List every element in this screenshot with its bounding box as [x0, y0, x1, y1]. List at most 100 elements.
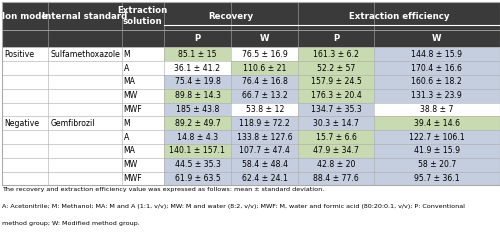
Text: 185 ± 43.8: 185 ± 43.8 [176, 105, 219, 114]
Bar [374, 130, 500, 144]
Text: P: P [333, 34, 340, 43]
Text: MWF: MWF [124, 174, 142, 183]
Bar [298, 144, 374, 158]
Bar [2, 144, 500, 158]
Bar [164, 144, 231, 158]
Text: 107.7 ± 47.4: 107.7 ± 47.4 [240, 146, 290, 155]
Text: method group; W: Modified method group.: method group; W: Modified method group. [2, 221, 140, 226]
Bar [231, 130, 298, 144]
Text: 58 ± 20.7: 58 ± 20.7 [418, 160, 456, 169]
Bar [231, 172, 298, 185]
Text: 76.4 ± 16.8: 76.4 ± 16.8 [242, 77, 288, 87]
Text: 58.4 ± 48.4: 58.4 ± 48.4 [242, 160, 288, 169]
Text: 47.9 ± 34.7: 47.9 ± 34.7 [313, 146, 359, 155]
Bar [164, 172, 231, 185]
Bar [2, 116, 500, 130]
Text: Ion mode: Ion mode [2, 12, 48, 21]
Bar [2, 172, 500, 185]
Text: 160.6 ± 18.2: 160.6 ± 18.2 [412, 77, 462, 87]
Text: MWF: MWF [124, 105, 142, 114]
Bar [298, 130, 374, 144]
Bar [374, 61, 500, 75]
Bar [374, 89, 500, 103]
Bar [2, 103, 500, 116]
Bar [164, 158, 231, 172]
Text: 88.4 ± 77.6: 88.4 ± 77.6 [314, 174, 359, 183]
Bar [374, 116, 500, 130]
Text: Extraction efficiency: Extraction efficiency [348, 12, 449, 21]
Bar [231, 89, 298, 103]
Text: 157.9 ± 24.5: 157.9 ± 24.5 [311, 77, 362, 87]
Bar [231, 75, 298, 89]
Bar [231, 61, 298, 75]
Bar [298, 172, 374, 185]
Bar [231, 144, 298, 158]
Text: 61.9 ± 63.5: 61.9 ± 63.5 [174, 174, 220, 183]
Text: 53.8 ± 12: 53.8 ± 12 [246, 105, 284, 114]
Text: 85.1 ± 15: 85.1 ± 15 [178, 50, 216, 59]
Text: 89.8 ± 14.3: 89.8 ± 14.3 [174, 91, 220, 100]
Text: 140.1 ± 157.1: 140.1 ± 157.1 [170, 146, 226, 155]
Text: 176.3 ± 20.4: 176.3 ± 20.4 [311, 91, 362, 100]
Text: 39.4 ± 14.6: 39.4 ± 14.6 [414, 119, 460, 128]
Bar [374, 47, 500, 61]
Bar [298, 47, 374, 61]
Bar [164, 130, 231, 144]
Text: 110.6 ± 21: 110.6 ± 21 [243, 64, 286, 73]
Bar [298, 61, 374, 75]
Bar [164, 75, 231, 89]
Text: 66.7 ± 13.2: 66.7 ± 13.2 [242, 91, 288, 100]
Text: 42.8 ± 20: 42.8 ± 20 [317, 160, 356, 169]
Text: M: M [124, 50, 130, 59]
Bar [2, 47, 500, 61]
Text: 122.7 ± 106.1: 122.7 ± 106.1 [409, 133, 465, 141]
Text: 170.4 ± 16.6: 170.4 ± 16.6 [412, 64, 462, 73]
Text: Sulfamethoxazole: Sulfamethoxazole [50, 50, 120, 59]
Text: 15.7 ± 6.6: 15.7 ± 6.6 [316, 133, 356, 141]
Text: 38.8 ± 7: 38.8 ± 7 [420, 105, 454, 114]
Bar [2, 30, 500, 47]
Bar [298, 116, 374, 130]
Bar [374, 158, 500, 172]
Bar [164, 89, 231, 103]
Text: 89.2 ± 49.7: 89.2 ± 49.7 [174, 119, 220, 128]
Text: The recovery and extraction efficiency value was expressed as follows: mean ± st: The recovery and extraction efficiency v… [2, 187, 325, 192]
Text: 52.2 ± 57: 52.2 ± 57 [317, 64, 356, 73]
Bar [2, 2, 500, 30]
Text: MW: MW [124, 160, 138, 169]
Bar [374, 75, 500, 89]
Bar [298, 89, 374, 103]
Text: 75.4 ± 19.8: 75.4 ± 19.8 [174, 77, 220, 87]
Text: A: A [124, 133, 129, 141]
Bar [2, 89, 500, 103]
Text: 134.7 ± 35.3: 134.7 ± 35.3 [311, 105, 362, 114]
Bar [164, 103, 231, 116]
Bar [298, 158, 374, 172]
Text: Negative: Negative [4, 119, 40, 128]
Text: W: W [432, 34, 442, 43]
Text: 144.8 ± 15.9: 144.8 ± 15.9 [412, 50, 463, 59]
Text: 76.5 ± 16.9: 76.5 ± 16.9 [242, 50, 288, 59]
Text: 30.3 ± 14.7: 30.3 ± 14.7 [313, 119, 359, 128]
Bar [298, 75, 374, 89]
Text: Extraction
solution: Extraction solution [118, 6, 168, 26]
Bar [231, 158, 298, 172]
Text: 131.3 ± 23.9: 131.3 ± 23.9 [412, 91, 462, 100]
Bar [374, 172, 500, 185]
Text: 36.1 ± 41.2: 36.1 ± 41.2 [174, 64, 220, 73]
Text: MA: MA [124, 77, 136, 87]
Text: 44.5 ± 35.3: 44.5 ± 35.3 [174, 160, 220, 169]
Bar [2, 61, 500, 75]
Text: A: Acetonitrile; M: Methanol; MA: M and A (1:1, v/v); MW: M and water (8:2, v/v): A: Acetonitrile; M: Methanol; MA: M and … [2, 204, 466, 209]
Bar [298, 103, 374, 116]
Text: Recovery: Recovery [208, 12, 254, 21]
Text: MA: MA [124, 146, 136, 155]
Bar [2, 75, 500, 89]
Bar [231, 116, 298, 130]
Bar [2, 130, 500, 144]
Text: 95.7 ± 36.1: 95.7 ± 36.1 [414, 174, 460, 183]
Bar [374, 144, 500, 158]
Text: 161.3 ± 6.2: 161.3 ± 6.2 [313, 50, 359, 59]
Text: 41.9 ± 15.9: 41.9 ± 15.9 [414, 146, 460, 155]
Bar [2, 158, 500, 172]
